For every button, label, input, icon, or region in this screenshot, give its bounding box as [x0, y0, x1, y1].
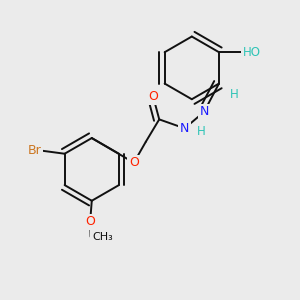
Text: CH₃: CH₃ — [92, 232, 113, 242]
Text: N: N — [180, 122, 189, 135]
Text: H: H — [230, 88, 238, 100]
Text: HO: HO — [243, 46, 261, 59]
Text: O: O — [129, 156, 139, 169]
Text: O: O — [85, 215, 95, 228]
Text: O: O — [148, 91, 158, 103]
Text: H: H — [196, 125, 205, 138]
Text: Br: Br — [28, 144, 41, 157]
Text: N: N — [199, 105, 209, 119]
